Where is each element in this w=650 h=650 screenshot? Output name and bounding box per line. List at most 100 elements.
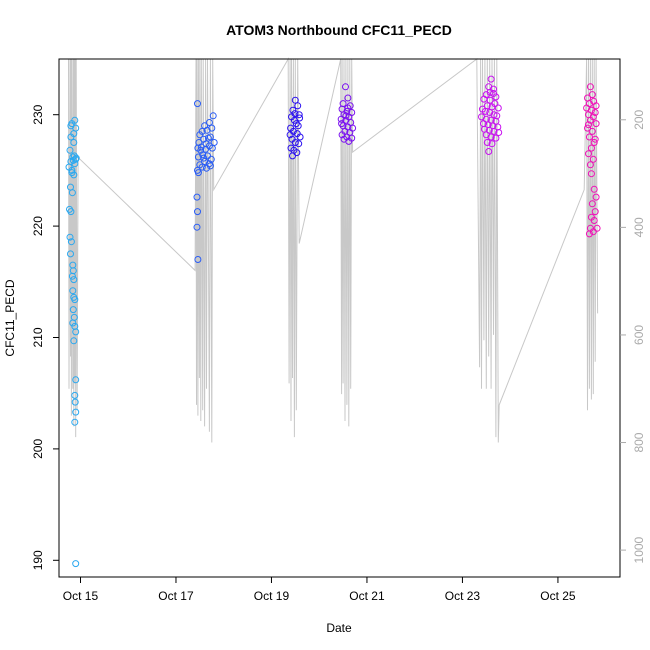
data-point	[486, 96, 494, 104]
data-point	[66, 233, 74, 241]
data-point	[194, 153, 202, 161]
data-point	[488, 140, 496, 148]
data-point	[68, 169, 76, 177]
data-point	[338, 120, 346, 128]
data-point	[587, 144, 595, 152]
data-point	[69, 319, 77, 327]
data-point	[291, 139, 299, 146]
data-point	[72, 560, 80, 568]
data-point	[193, 223, 201, 231]
data-point	[495, 129, 503, 136]
data-point	[292, 120, 300, 128]
data-point	[588, 200, 596, 208]
flight-series-1	[65, 116, 80, 568]
data-point	[194, 256, 202, 263]
data-point	[198, 163, 206, 171]
plot-area	[65, 57, 601, 568]
data-point	[585, 121, 592, 129]
data-point	[199, 151, 207, 159]
data-point	[70, 152, 78, 160]
chart-title: ATOM3 Northbound CFC11_PECD	[226, 22, 452, 38]
data-point	[588, 127, 596, 135]
data-point	[68, 272, 76, 280]
data-point	[286, 131, 294, 139]
data-point	[70, 276, 78, 284]
data-point	[72, 376, 80, 384]
data-point	[592, 193, 600, 201]
data-point	[342, 112, 350, 120]
data-point	[70, 130, 78, 138]
x-tick-label: Oct 25	[540, 589, 576, 603]
data-point	[585, 230, 593, 238]
y2-tick-label: 1000	[632, 536, 646, 563]
data-point	[291, 110, 299, 118]
data-point	[208, 124, 216, 132]
data-point	[67, 238, 75, 246]
data-point	[72, 328, 80, 336]
data-point	[67, 122, 75, 130]
y-tick-label: 190	[31, 550, 45, 570]
data-point	[208, 144, 216, 152]
y-axis-label: CFC11_PECD	[3, 279, 17, 356]
y2-tick-label: 600	[632, 325, 646, 345]
data-point	[584, 124, 591, 132]
data-point	[70, 139, 78, 146]
data-point	[342, 83, 349, 91]
data-point	[291, 96, 299, 104]
flight-series-2	[193, 100, 218, 263]
data-point	[67, 208, 75, 216]
flight-series-5	[478, 75, 503, 155]
data-point	[69, 287, 77, 295]
data-point	[590, 185, 598, 193]
x-axis-label: Date	[326, 621, 352, 635]
data-point	[585, 133, 593, 141]
data-point	[206, 133, 214, 141]
data-point	[345, 137, 353, 145]
data-point	[69, 156, 77, 164]
data-point	[586, 161, 594, 169]
data-point	[71, 398, 79, 406]
flight-series-4	[337, 83, 357, 145]
x-tick-label: Oct 21	[349, 589, 385, 603]
y-tick-label: 220	[31, 216, 45, 236]
data-point	[70, 171, 78, 179]
data-point	[487, 75, 495, 83]
data-point	[295, 111, 303, 119]
data-point	[202, 140, 210, 148]
x-axis: Oct 15 Oct 17 Oct 19 Oct 21 Oct 23 Oct 25	[63, 577, 576, 603]
data-point	[209, 112, 217, 120]
altitude-line-layer	[68, 57, 599, 443]
data-point	[591, 208, 599, 216]
data-point	[586, 116, 594, 124]
y-tick-label: 210	[31, 327, 45, 347]
y-axis: 190 200 210 220 230	[31, 104, 59, 570]
data-point	[296, 133, 304, 141]
data-point	[71, 391, 79, 399]
data-point	[490, 90, 497, 97]
data-point	[193, 193, 201, 201]
y2-axis: 200 400 600 800 1000	[620, 109, 646, 563]
data-point	[294, 122, 302, 130]
x-tick-label: Oct 23	[445, 589, 481, 603]
data-point	[481, 107, 489, 115]
data-point	[492, 134, 500, 142]
data-point	[71, 296, 79, 304]
data-point	[205, 119, 213, 126]
data-point	[593, 224, 601, 232]
data-point	[289, 106, 297, 114]
data-point	[206, 162, 214, 170]
data-point	[70, 337, 78, 345]
data-point	[486, 109, 494, 116]
data-point	[194, 100, 201, 108]
flight-series-6	[583, 83, 601, 238]
data-point	[197, 143, 205, 151]
data-point	[344, 104, 352, 112]
data-point	[346, 102, 354, 110]
data-point	[194, 208, 201, 216]
data-point	[294, 102, 302, 110]
data-point	[344, 94, 352, 102]
data-point	[589, 155, 597, 163]
data-point	[198, 127, 206, 135]
data-point	[483, 139, 491, 146]
